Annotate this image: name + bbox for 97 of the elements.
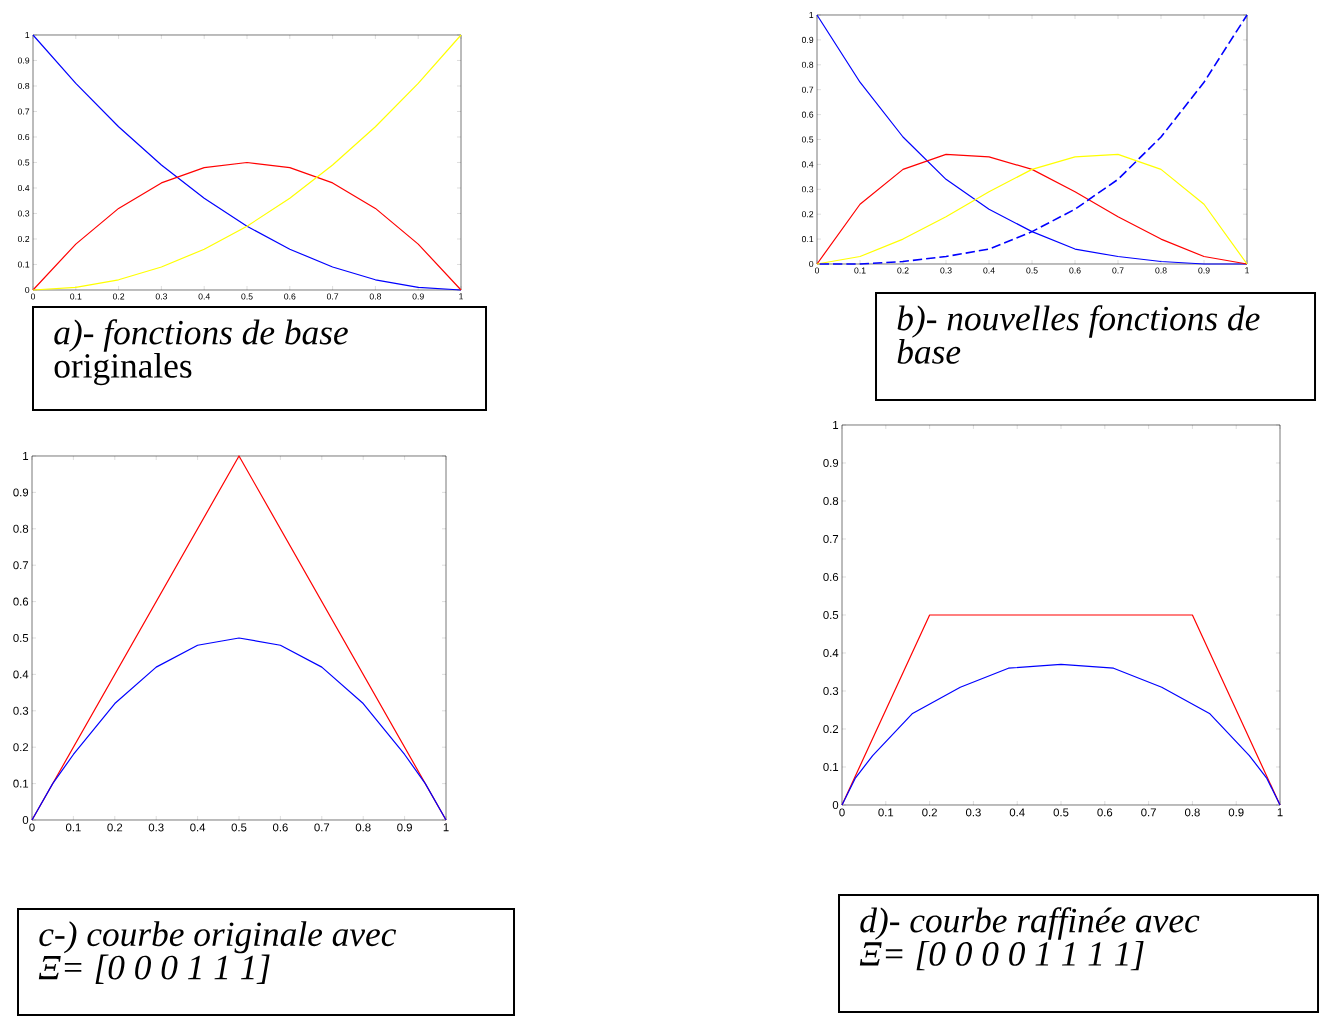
y-tick-label: 0.1 bbox=[823, 762, 839, 771]
y-tick-label: 0.3 bbox=[801, 186, 814, 193]
x-tick-label: 1 bbox=[1277, 808, 1283, 817]
y-tick-label: 0.1 bbox=[801, 236, 814, 243]
x-tick-label: 0.2 bbox=[112, 293, 125, 300]
x-tick-label: 0 bbox=[30, 293, 36, 300]
x-tick-label: 0.2 bbox=[922, 808, 937, 817]
y-tick-label: 1 bbox=[23, 452, 29, 460]
y-tick-label: 0.4 bbox=[823, 648, 839, 657]
text: b)- nouvelles fonctions de base bbox=[897, 305, 1260, 364]
y-tick-label: 0.4 bbox=[13, 670, 29, 679]
text: c-) courbe originale avec Ξ= [0 0 0 1 1 1] bbox=[38, 921, 397, 984]
text: d)- courbe raffinée avec Ξ= [0 0 0 0 1 1 1 1] bbox=[859, 907, 1200, 971]
y-tick-label: 0.8 bbox=[801, 61, 814, 68]
y-tick-label: 0.6 bbox=[801, 111, 814, 118]
x-tick-label: 0.1 bbox=[70, 293, 82, 300]
x-tick-label: 0.9 bbox=[1228, 808, 1244, 817]
y-tick-label: 0.5 bbox=[17, 159, 30, 166]
x-tick-label: 0.8 bbox=[1155, 267, 1167, 274]
y-tick-label: 0.3 bbox=[13, 706, 29, 715]
y-tick-label: 0.5 bbox=[13, 633, 29, 642]
x-tick-label: 0.8 bbox=[1184, 808, 1200, 817]
y-tick-label: 0.6 bbox=[823, 572, 839, 581]
x-tick-label: 0.7 bbox=[1112, 267, 1124, 274]
y-tick-label: 0 bbox=[25, 286, 30, 294]
line-series bbox=[32, 34, 462, 291]
line-series bbox=[816, 153, 1248, 265]
y-tick-label: 0.3 bbox=[17, 210, 30, 217]
y-tick-label: 1 bbox=[25, 32, 30, 38]
y-tick-label: 0.2 bbox=[17, 235, 30, 243]
y-tick-label: 0.9 bbox=[801, 36, 814, 43]
y-tick-label: 0.3 bbox=[823, 686, 839, 695]
x-tick-label: 1 bbox=[1245, 267, 1249, 274]
x-tick-label: 0.3 bbox=[965, 808, 981, 817]
x-tick-label: 0.8 bbox=[355, 823, 371, 832]
x-tick-label: 0.2 bbox=[897, 267, 909, 274]
y-tick-label: 0 bbox=[832, 800, 839, 809]
x-tick-label: 0.6 bbox=[1069, 267, 1081, 274]
line-series bbox=[841, 663, 1281, 806]
x-tick-label: 0.9 bbox=[1198, 267, 1210, 274]
x-tick-label: 0.2 bbox=[107, 823, 123, 832]
y-tick-label: 0.5 bbox=[823, 610, 839, 619]
x-tick-label: 0.4 bbox=[190, 823, 206, 832]
y-tick-label: 0.5 bbox=[801, 136, 814, 143]
x-tick-label: 0.5 bbox=[241, 293, 253, 300]
y-tick-label: 0.2 bbox=[801, 211, 814, 218]
y-tick-label: 0.6 bbox=[13, 597, 29, 606]
y-tick-label: 0.7 bbox=[13, 561, 29, 570]
y-tick-label: 0.9 bbox=[13, 488, 29, 497]
x-tick-label: 0.3 bbox=[155, 293, 168, 300]
y-tick-label: 1 bbox=[809, 12, 814, 18]
y-tick-label: 0.2 bbox=[13, 743, 29, 752]
y-tick-label: 0.8 bbox=[17, 82, 30, 90]
x-tick-label: 0.1 bbox=[65, 823, 81, 832]
x-tick-label: 0.4 bbox=[1009, 808, 1025, 817]
y-tick-label: 0.8 bbox=[13, 524, 29, 533]
x-tick-label: 0.9 bbox=[397, 823, 412, 832]
x-tick-label: 0 bbox=[814, 267, 820, 274]
x-tick-label: 0.1 bbox=[878, 808, 894, 817]
x-tick-label: 0.4 bbox=[198, 293, 210, 300]
line-series bbox=[31, 637, 447, 821]
y-tick-label: 1 bbox=[833, 421, 839, 429]
y-tick-label: 0.9 bbox=[17, 57, 30, 64]
x-tick-label: 0.4 bbox=[983, 267, 995, 274]
y-tick-label: 0 bbox=[22, 815, 29, 824]
y-tick-label: 0.6 bbox=[17, 133, 30, 141]
y-tick-label: 0.8 bbox=[823, 496, 839, 505]
x-tick-label: 0.5 bbox=[1053, 808, 1069, 817]
x-tick-label: 0.5 bbox=[1026, 267, 1038, 274]
x-tick-label: 0.6 bbox=[272, 823, 288, 832]
x-tick-label: 0.6 bbox=[284, 293, 296, 300]
y-tick-label: 0.4 bbox=[17, 184, 30, 192]
y-tick-label: 0.7 bbox=[823, 534, 839, 543]
x-tick-label: 0.7 bbox=[326, 293, 339, 300]
x-tick-label: 0 bbox=[839, 808, 845, 817]
x-tick-label: 0.3 bbox=[148, 823, 164, 832]
x-tick-label: 0.8 bbox=[369, 293, 382, 300]
x-tick-label: 0.6 bbox=[1097, 808, 1113, 817]
x-tick-label: 0.3 bbox=[940, 267, 952, 274]
y-tick-label: 0 bbox=[809, 260, 814, 268]
x-tick-label: 1 bbox=[459, 293, 463, 300]
y-tick-label: 0.9 bbox=[823, 458, 839, 467]
line-series bbox=[816, 14, 1248, 265]
y-tick-label: 0.2 bbox=[823, 724, 839, 733]
y-tick-label: 0.7 bbox=[801, 86, 814, 93]
x-tick-label: 0.7 bbox=[314, 823, 330, 832]
x-tick-label: 0.5 bbox=[231, 823, 247, 832]
x-tick-label: 1 bbox=[443, 823, 449, 832]
x-tick-label: 0.1 bbox=[854, 267, 866, 274]
x-tick-label: 0.9 bbox=[412, 293, 424, 300]
line-series bbox=[32, 161, 462, 291]
y-tick-label: 0.7 bbox=[17, 108, 30, 115]
y-tick-label: 0.4 bbox=[801, 161, 814, 168]
text: a)- fonctions de base originales bbox=[54, 319, 348, 386]
x-tick-label: 0.7 bbox=[1141, 808, 1156, 817]
y-tick-label: 0.1 bbox=[17, 261, 30, 268]
y-tick-label: 0.1 bbox=[13, 779, 29, 788]
